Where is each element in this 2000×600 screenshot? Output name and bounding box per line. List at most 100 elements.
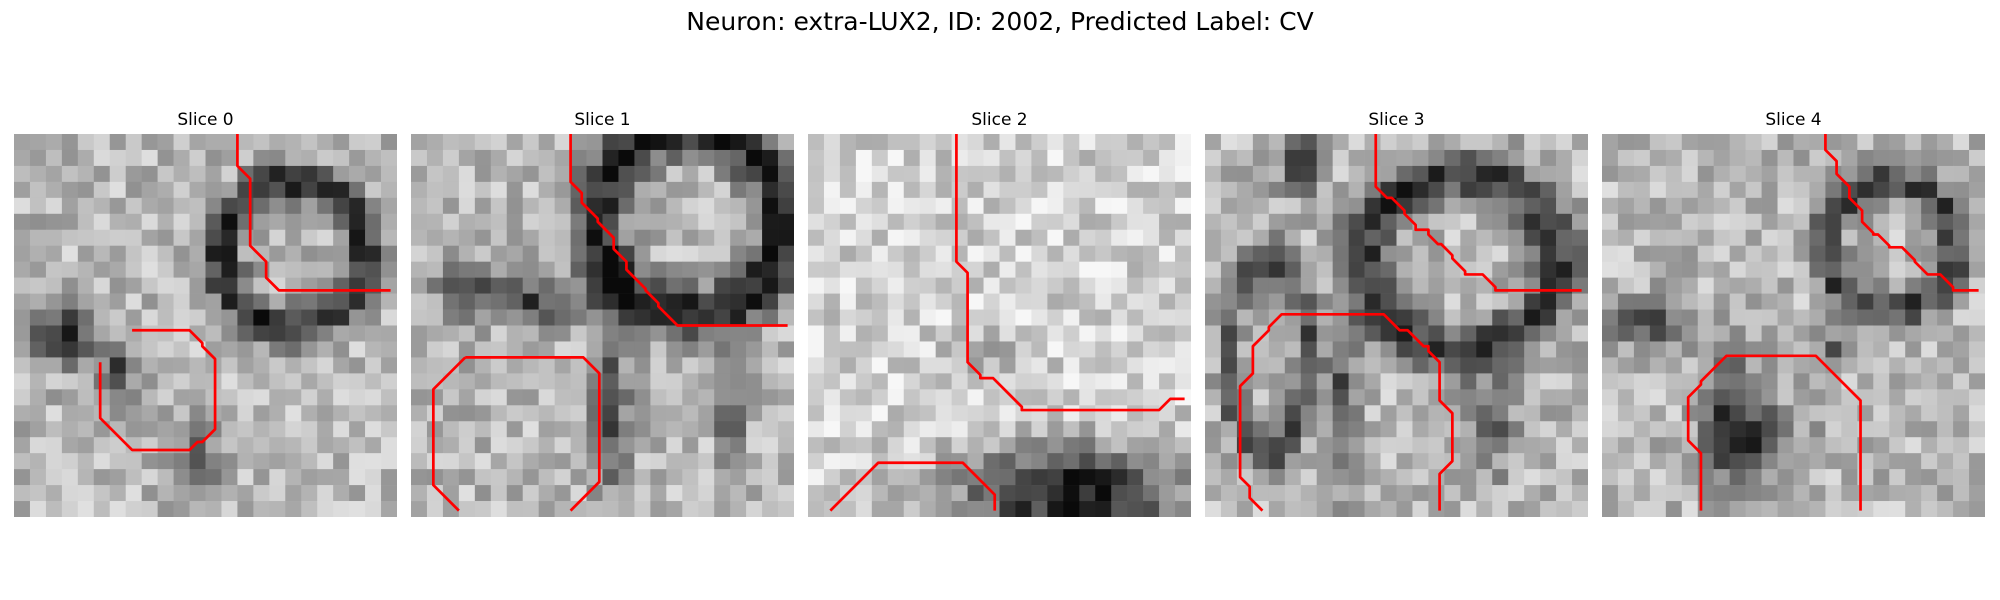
pixel bbox=[1761, 453, 1778, 470]
pixel bbox=[887, 149, 905, 167]
pixel bbox=[808, 501, 825, 517]
pixel bbox=[1111, 421, 1128, 438]
pixel bbox=[1873, 437, 1890, 454]
pixel bbox=[1649, 357, 1667, 374]
pixel bbox=[1396, 197, 1413, 215]
pixel bbox=[618, 293, 635, 310]
pixel bbox=[919, 437, 936, 454]
pixel bbox=[1412, 229, 1429, 247]
pixel bbox=[317, 309, 334, 326]
pixel bbox=[1713, 309, 1730, 326]
pixel bbox=[381, 325, 397, 342]
pixel bbox=[855, 501, 873, 517]
pixel bbox=[839, 453, 857, 470]
pixel bbox=[714, 197, 731, 215]
pixel bbox=[506, 325, 524, 342]
pixel bbox=[93, 134, 111, 151]
pixel bbox=[1205, 261, 1222, 278]
pixel bbox=[1841, 149, 1858, 167]
pixel bbox=[1332, 293, 1349, 310]
pixel bbox=[808, 149, 825, 167]
pixel bbox=[458, 421, 476, 438]
pixel bbox=[442, 357, 460, 374]
pixel bbox=[1905, 341, 1922, 358]
pixel bbox=[554, 165, 571, 183]
pixel bbox=[1969, 149, 1985, 167]
pixel bbox=[285, 229, 302, 247]
pixel bbox=[45, 309, 63, 326]
pixel bbox=[634, 293, 651, 310]
pixel bbox=[935, 149, 952, 167]
pixel bbox=[77, 181, 95, 199]
pixel bbox=[1015, 405, 1032, 422]
pixel bbox=[634, 197, 651, 215]
pixel bbox=[1095, 293, 1112, 310]
pixel bbox=[1841, 325, 1858, 342]
pixel bbox=[538, 373, 555, 390]
pixel bbox=[1127, 501, 1144, 517]
pixel bbox=[93, 197, 111, 215]
pixel bbox=[1540, 341, 1557, 358]
pixel bbox=[730, 405, 747, 422]
pixel bbox=[77, 213, 95, 231]
pixel bbox=[1095, 213, 1112, 231]
pixel bbox=[1316, 149, 1333, 167]
pixel bbox=[125, 501, 142, 517]
pixel bbox=[1476, 165, 1493, 183]
pixel bbox=[1540, 469, 1557, 486]
pixel bbox=[1412, 469, 1429, 486]
pixel bbox=[823, 325, 841, 342]
pixel bbox=[1953, 405, 1970, 422]
pixel bbox=[1284, 501, 1302, 517]
pixel bbox=[1079, 229, 1096, 247]
pixel bbox=[839, 149, 857, 167]
pixel bbox=[1047, 197, 1064, 215]
pixel bbox=[109, 357, 127, 374]
pixel bbox=[1508, 165, 1525, 183]
pixel bbox=[1316, 245, 1333, 262]
pixel bbox=[1492, 341, 1509, 358]
pixel bbox=[1047, 453, 1064, 470]
pixel bbox=[1492, 245, 1509, 262]
pixel bbox=[1127, 213, 1144, 231]
pixel bbox=[538, 245, 555, 262]
pixel bbox=[1143, 469, 1160, 486]
pixel bbox=[570, 389, 587, 406]
pixel bbox=[602, 309, 619, 326]
pixel bbox=[1697, 229, 1715, 247]
pixel bbox=[381, 437, 397, 454]
pixel bbox=[1031, 485, 1048, 502]
pixel bbox=[1047, 261, 1064, 278]
pixel bbox=[1175, 213, 1191, 231]
pixel bbox=[157, 293, 174, 310]
pixel bbox=[1063, 421, 1080, 438]
pixel bbox=[698, 134, 715, 151]
pixel bbox=[490, 229, 508, 247]
contour-line bbox=[98, 328, 217, 452]
pixel bbox=[1889, 469, 1906, 486]
pixel bbox=[935, 197, 952, 215]
pixel bbox=[839, 341, 857, 358]
pixel bbox=[14, 485, 31, 502]
pixel bbox=[1412, 165, 1429, 183]
contour-line bbox=[829, 461, 997, 512]
pixel bbox=[1889, 309, 1906, 326]
contour-line bbox=[1374, 134, 1582, 292]
pixel bbox=[1937, 165, 1954, 183]
pixel bbox=[333, 325, 350, 342]
pixel bbox=[1953, 181, 1970, 199]
pixel bbox=[221, 197, 238, 215]
pixel bbox=[1348, 437, 1365, 454]
pixel bbox=[1633, 325, 1651, 342]
pixel bbox=[1649, 197, 1667, 215]
pixel bbox=[1556, 389, 1573, 406]
pixel bbox=[554, 357, 571, 374]
pixel bbox=[983, 293, 1000, 310]
pixel bbox=[474, 165, 492, 183]
pixel bbox=[1572, 389, 1588, 406]
pixel bbox=[1602, 341, 1619, 358]
pixel bbox=[285, 437, 302, 454]
pixel bbox=[650, 469, 667, 486]
pixel bbox=[1809, 277, 1826, 294]
pixel bbox=[125, 405, 142, 422]
